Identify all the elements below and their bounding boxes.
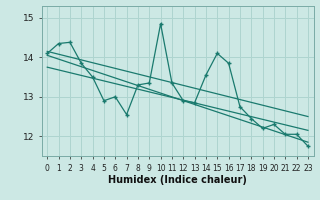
X-axis label: Humidex (Indice chaleur): Humidex (Indice chaleur) [108, 175, 247, 185]
